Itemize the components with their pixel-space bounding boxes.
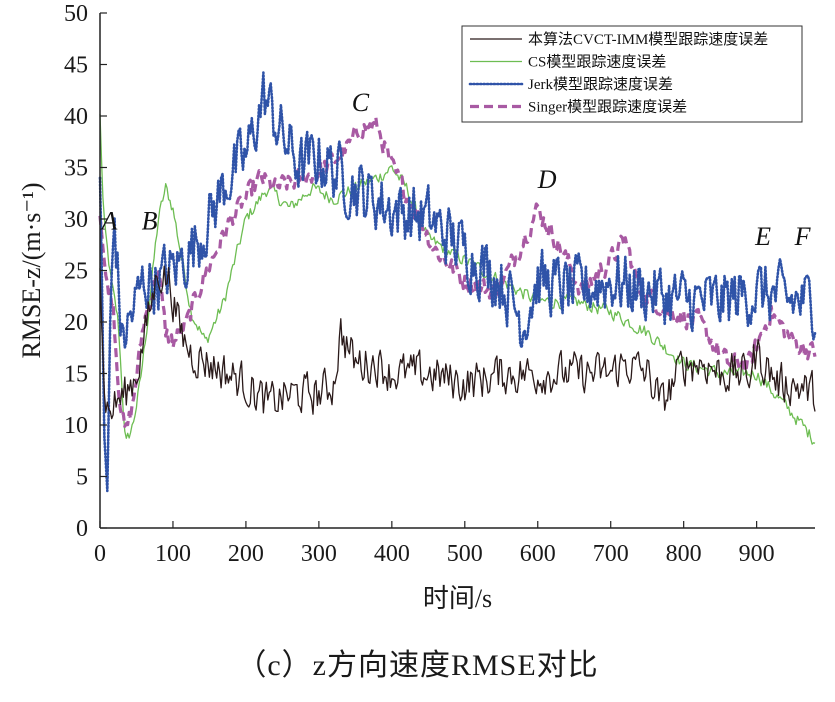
annotation-label: A [99,206,117,235]
annotation-label: F [794,222,812,251]
x-tick-label: 100 [155,541,191,567]
x-tick-label: 200 [228,541,264,567]
series-line-4 [98,115,817,428]
y-tick-label: 30 [64,207,88,233]
annotation-label: B [142,206,158,235]
series-line-3 [98,71,817,493]
series-line-1 [99,265,816,420]
series-layer [98,71,817,493]
x-tick-label: 900 [739,541,775,567]
figure-caption: （c）z方向速度RMSE对比 [236,649,599,682]
y-tick-label: 20 [64,310,88,336]
legend-label-1: 本算法CVCT-IMM模型跟踪速度误差 [528,30,768,48]
y-axis-title: RMSE-z/(m·s⁻¹) [17,182,46,358]
x-axis-title: 时间/s [423,584,492,613]
y-tick-label: 5 [76,465,88,491]
y-tick-label: 25 [64,259,88,285]
y-tick-label: 45 [64,53,88,79]
x-tick-label: 700 [593,541,629,567]
axes: 0 100 200 300 400 500 600 700 800 900 0 5 10 15 20 25 30… [17,1,815,613]
x-tick-label: 400 [374,541,410,567]
x-tick-label: 0 [94,541,106,567]
x-tick-label: 800 [666,541,702,567]
annotations: A B C D E F [99,88,811,251]
y-tick-label: 50 [64,1,88,27]
legend-label-4: Singer模型跟踪速度误差 [528,99,687,116]
x-tick-label: 500 [447,541,483,567]
chart-figure: 0 100 200 300 400 500 600 700 800 900 0 5 10 15 20 25 30… [17,1,817,613]
x-tick-label: 600 [520,541,556,567]
y-tick-label: 35 [64,156,88,182]
y-tick-label: 0 [76,516,88,542]
y-tick-label: 40 [64,104,88,130]
legend-label-3: Jerk模型跟踪速度误差 [528,76,673,93]
annotation-label: C [352,88,370,117]
legend-label-2: CS模型跟踪速度误差 [528,54,666,71]
annotation-label: D [537,165,557,194]
legend: 本算法CVCT-IMM模型跟踪速度误差 CS模型跟踪速度误差 Jerk模型跟踪速度误… [461,25,803,123]
x-tick-label: 300 [301,541,337,567]
y-tick-label: 10 [64,413,88,439]
annotation-label: E [754,222,771,251]
y-tick-label: 15 [64,362,88,388]
